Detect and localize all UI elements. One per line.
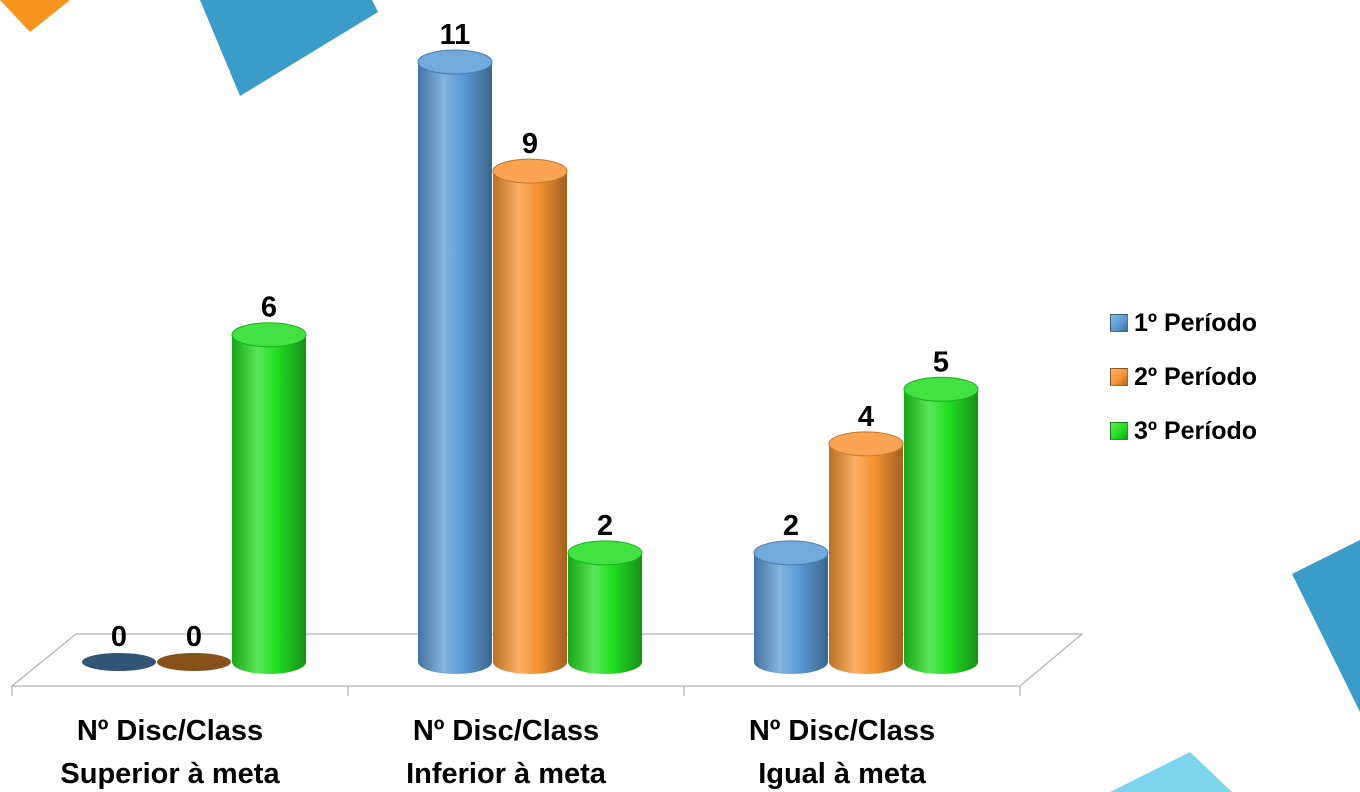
legend-item-2: 2º Período (1110, 350, 1257, 404)
bar-top (492, 158, 568, 184)
bar-body (754, 552, 828, 674)
legend-label-3: 3º Período (1134, 416, 1258, 445)
bar-1-2 (417, 49, 493, 674)
bar-body (568, 552, 642, 674)
bar-1-3 (753, 540, 829, 674)
bar-3-1 (231, 322, 307, 674)
decor-blue-triangle-top (200, 0, 378, 96)
data-label: 6 (261, 292, 277, 324)
legend-item-1: 1º Período (1110, 296, 1257, 350)
legend-item-3: 3º Período (1110, 404, 1257, 458)
decor-orange-triangle (0, 0, 70, 32)
data-labels: 0 0 6 11 9 2 2 4 5 (111, 19, 949, 653)
data-label: 2 (783, 510, 799, 542)
data-label: 5 (933, 346, 949, 378)
bar-body (418, 62, 492, 674)
legend-label-2: 2º Período (1134, 362, 1258, 391)
category-label: Inferior à meta (406, 758, 607, 790)
bars (82, 49, 979, 674)
bar-body (493, 171, 567, 674)
bar-2-1 (157, 653, 231, 671)
legend-swatch-1 (1110, 314, 1128, 332)
category-label: Nº Disc/Class (749, 715, 935, 747)
bar-top (567, 540, 643, 566)
bar-body (904, 389, 978, 674)
bar-body (829, 443, 903, 674)
data-label: 11 (440, 19, 471, 51)
legend-swatch-3 (1110, 422, 1128, 440)
bar-top (231, 322, 307, 348)
legend: 1º Período 2º Período 3º Período (1110, 296, 1257, 458)
legend-label-1: 1º Período (1134, 308, 1258, 337)
x-axis: Nº Disc/Class Superior à meta Nº Disc/Clas… (11, 686, 1021, 790)
bar-2-2 (492, 158, 568, 674)
bar-1-1 (82, 653, 156, 671)
bar-zero-disk (82, 653, 156, 671)
data-label: 9 (522, 128, 538, 160)
data-label: 2 (597, 510, 613, 542)
decor-blue-triangle-right (1292, 540, 1360, 712)
data-label: 0 (111, 621, 127, 653)
category-label: Nº Disc/Class (413, 715, 599, 747)
bar-top (417, 49, 493, 75)
decor-lightblue-triangle (1110, 752, 1232, 792)
bar-2-3 (828, 431, 904, 674)
bar-zero-disk (157, 653, 231, 671)
bar-3-3 (903, 376, 979, 674)
data-label: 0 (186, 621, 202, 653)
category-label: Superior à meta (60, 758, 280, 790)
data-label: 4 (858, 401, 874, 433)
category-label: Igual à meta (758, 758, 926, 790)
bar-3-2 (567, 540, 643, 674)
category-label: Nº Disc/Class (77, 715, 263, 747)
bar-top (828, 431, 904, 457)
legend-swatch-2 (1110, 368, 1128, 386)
bar-top (903, 376, 979, 402)
bar-top (753, 540, 829, 566)
bar-body (232, 334, 306, 674)
